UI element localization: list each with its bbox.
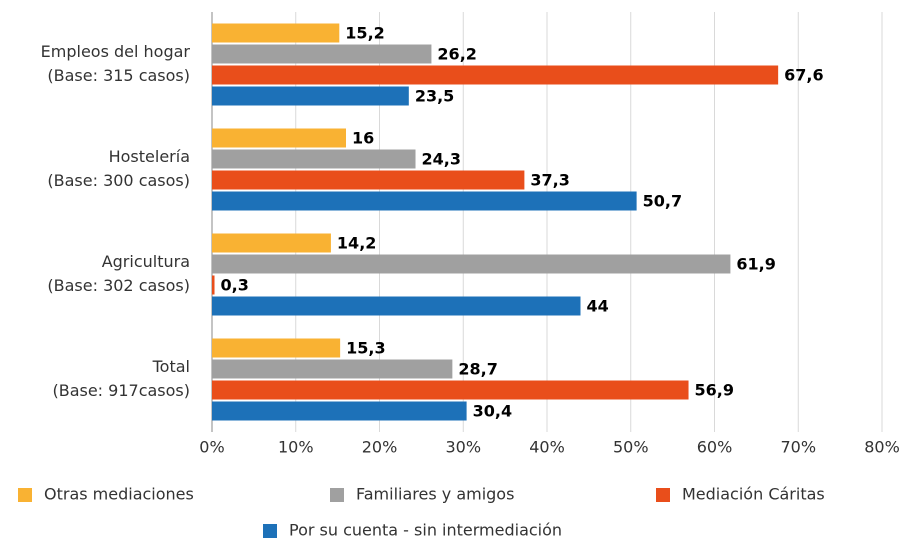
y-tick-label: (Base: 917casos) [52, 381, 190, 400]
bar [212, 338, 341, 358]
x-tick-label: 0% [199, 438, 224, 457]
y-tick-label: (Base: 300 casos) [47, 171, 190, 190]
legend-label: Familiares y amigos [356, 485, 514, 504]
data-label: 61,9 [736, 255, 775, 274]
bar [212, 275, 215, 295]
legend-label: Por su cuenta - sin intermediación [289, 521, 562, 540]
bar [212, 359, 453, 379]
data-label: 24,3 [422, 150, 461, 169]
legend-swatch [656, 488, 670, 502]
data-label: 15,2 [345, 24, 384, 43]
bar [212, 149, 416, 169]
data-label: 30,4 [473, 402, 512, 421]
data-label: 23,5 [415, 87, 454, 106]
x-tick-label: 40% [529, 438, 565, 457]
bar [212, 86, 409, 106]
data-label: 67,6 [784, 66, 823, 85]
data-label: 44 [587, 297, 609, 316]
bar [212, 296, 581, 316]
bar [212, 254, 731, 274]
legend-label: Otras mediaciones [44, 485, 194, 504]
bar [212, 44, 432, 64]
legend-label: Mediación Cáritas [682, 485, 825, 504]
bar [212, 191, 637, 211]
data-label: 14,2 [337, 234, 376, 253]
bar [212, 128, 346, 148]
data-label: 0,3 [221, 276, 249, 295]
x-tick-label: 20% [362, 438, 398, 457]
x-tick-label: 70% [780, 438, 816, 457]
bar [212, 23, 340, 43]
data-label: 16 [352, 129, 374, 148]
data-label: 50,7 [643, 192, 682, 211]
data-label: 37,3 [530, 171, 569, 190]
x-tick-label: 60% [697, 438, 733, 457]
bar [212, 401, 467, 421]
bar [212, 380, 689, 400]
x-tick-label: 50% [613, 438, 649, 457]
x-tick-label: 10% [278, 438, 314, 457]
y-tick-label: Empleos del hogar [41, 42, 191, 61]
legend-swatch [263, 524, 277, 538]
data-label: 28,7 [458, 360, 497, 379]
data-label: 15,3 [346, 339, 385, 358]
data-label: 56,9 [695, 381, 734, 400]
x-tick-label: 30% [445, 438, 481, 457]
y-tick-label: (Base: 302 casos) [47, 276, 190, 295]
legend-swatch [18, 488, 32, 502]
bar [212, 170, 525, 190]
y-tick-label: Agricultura [102, 252, 190, 271]
data-label: 26,2 [437, 45, 476, 64]
legend-swatch [330, 488, 344, 502]
bar [212, 233, 331, 253]
bar [212, 65, 779, 85]
y-tick-label: Hostelería [109, 147, 190, 166]
y-tick-label: Total [152, 357, 190, 376]
y-tick-label: (Base: 315 casos) [47, 66, 190, 85]
x-tick-label: 80% [864, 438, 900, 457]
